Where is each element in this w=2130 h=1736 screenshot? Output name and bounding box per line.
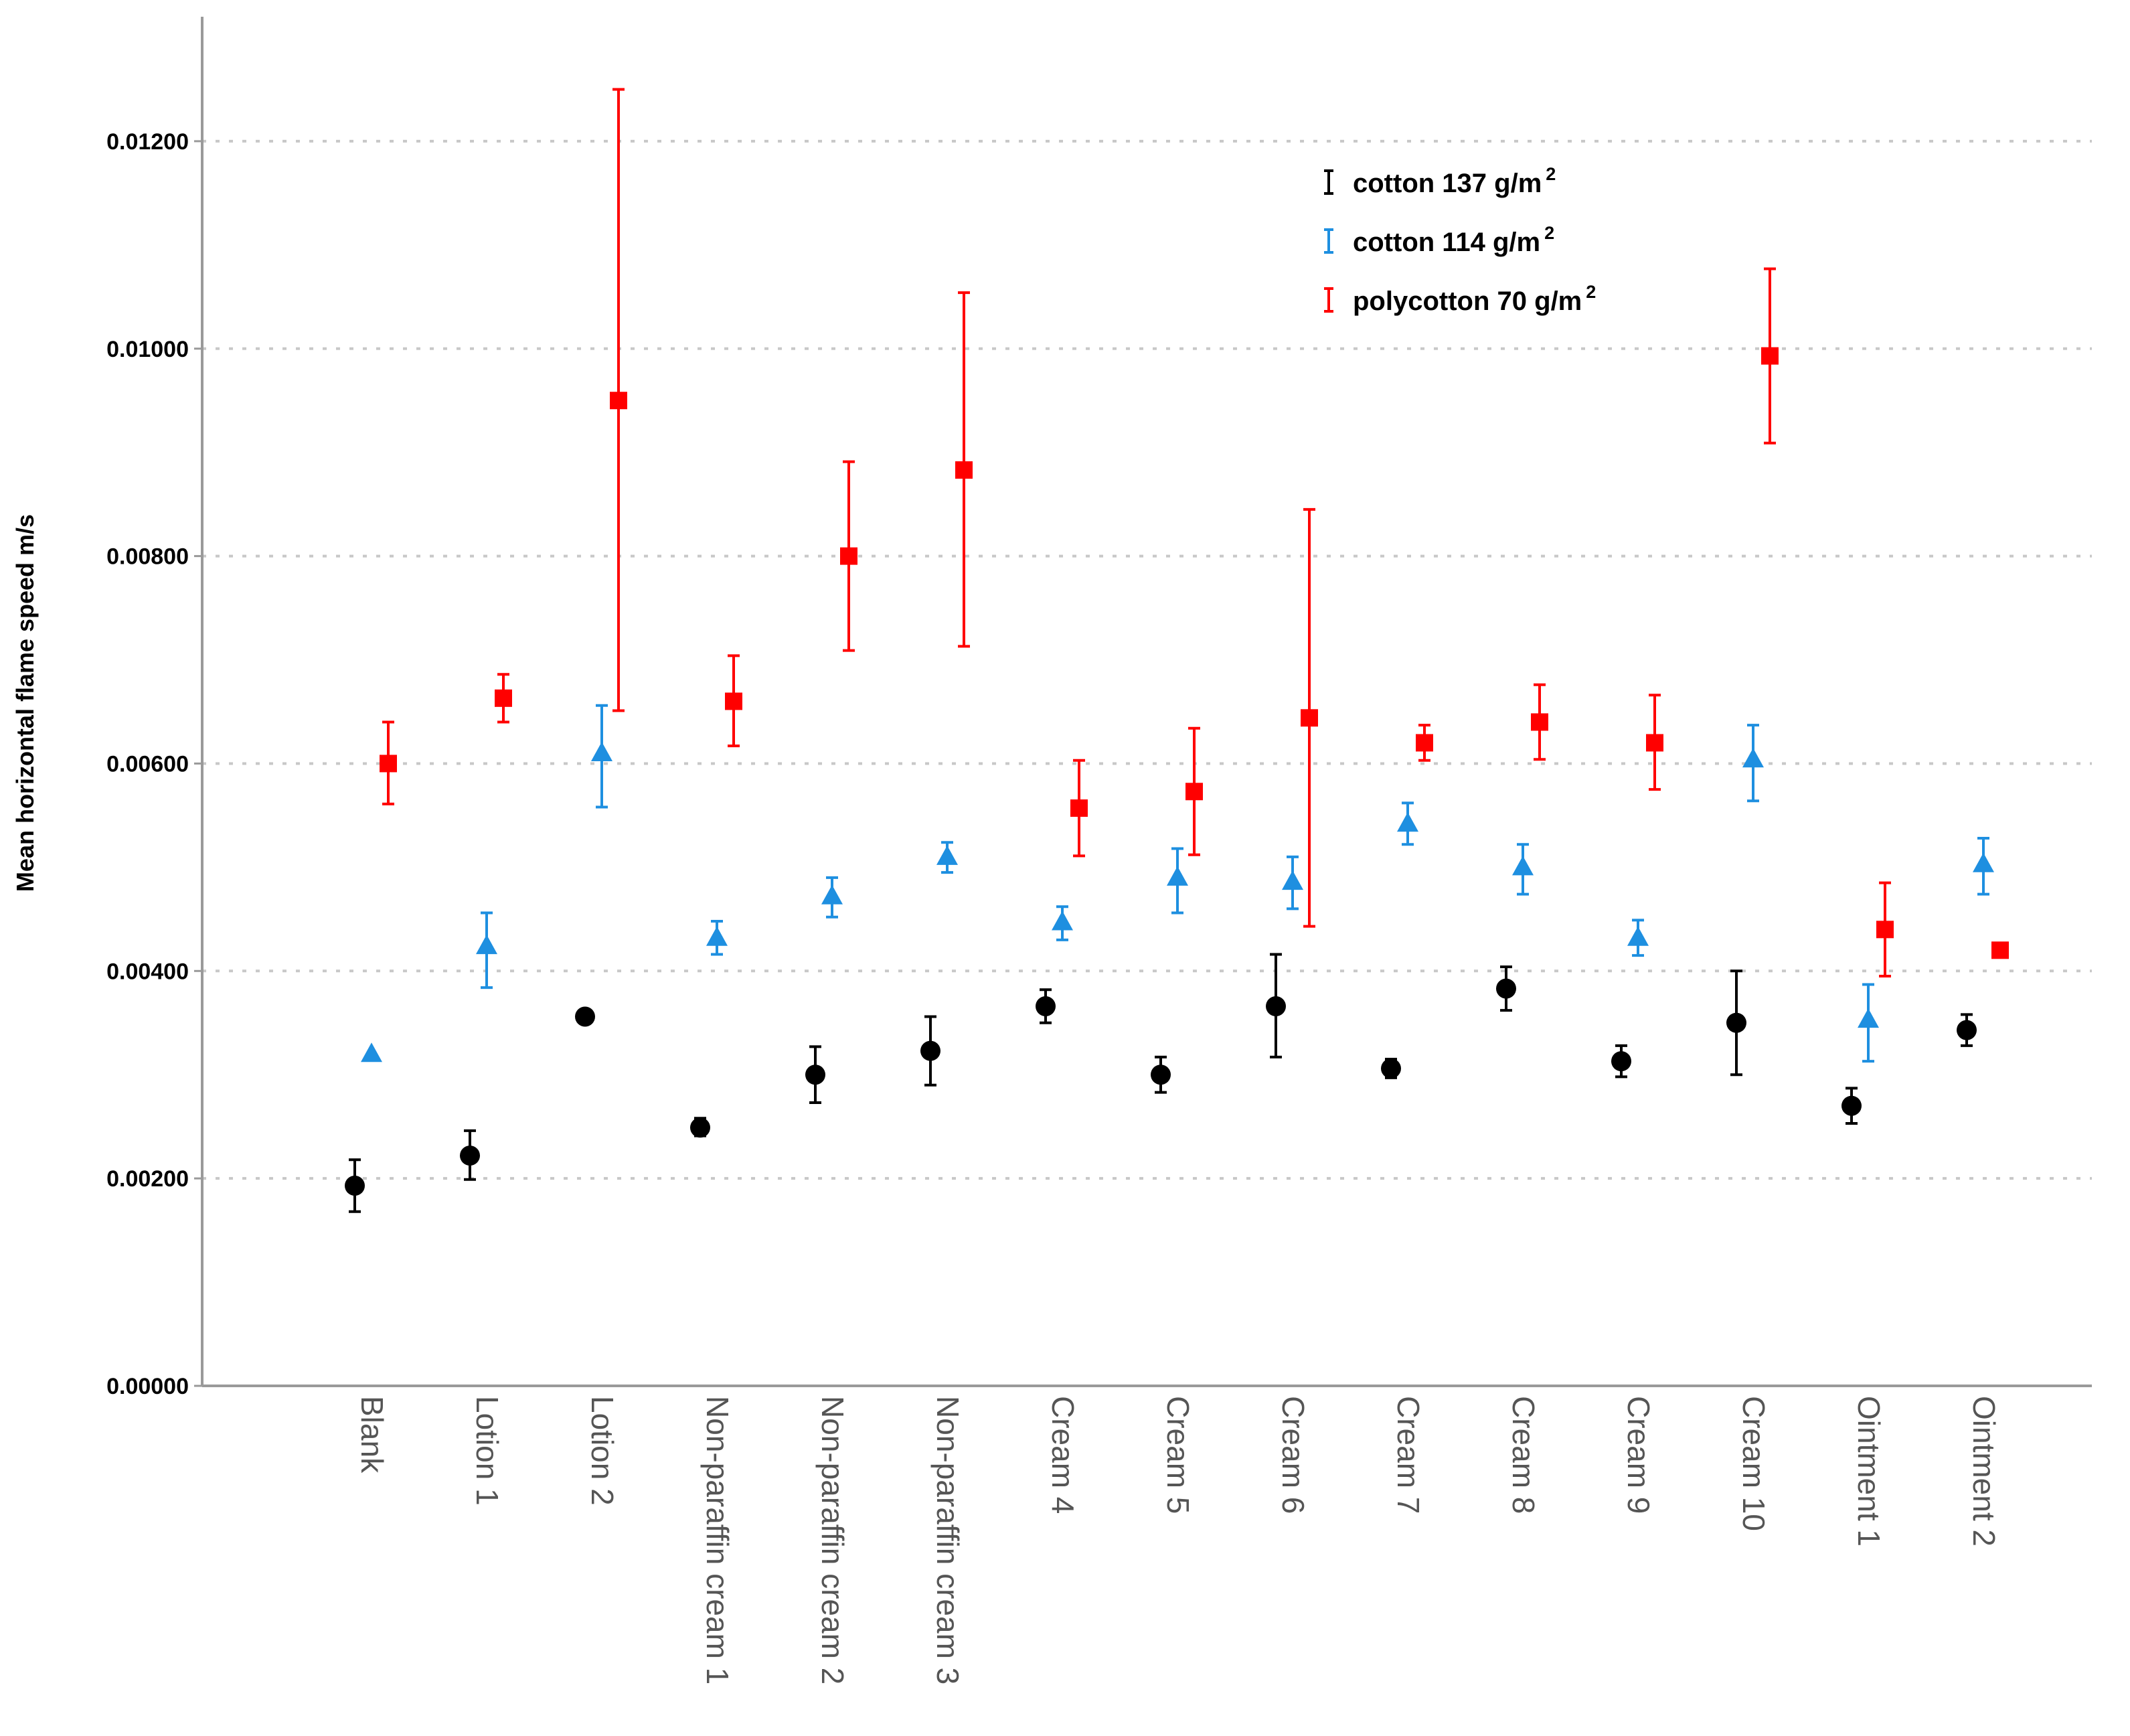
data-point: [1185, 783, 1203, 801]
x-category-label: Cream 8: [1506, 1396, 1541, 1514]
data-series: [345, 88, 2009, 1213]
x-category-label: Blank: [355, 1396, 390, 1474]
data-point: [476, 935, 497, 955]
legend-item: cotton 114 g/m 2: [1324, 223, 1554, 257]
x-category-label: Cream 10: [1736, 1396, 1771, 1531]
data-point: [706, 926, 728, 946]
legend-item: polycotton 70 g/m 2: [1324, 282, 1596, 316]
x-category-label: Non-paraffin cream 1: [700, 1396, 735, 1684]
x-category-label: Non-paraffin cream 2: [815, 1396, 850, 1684]
data-point: [1381, 1058, 1401, 1079]
x-category-labels: Blank Lotion 1 Lotion 2 Non-paraffin cream …: [355, 1396, 2001, 1684]
data-point: [345, 1175, 365, 1196]
series-triangle: [361, 704, 1994, 1063]
axes: [201, 17, 2092, 1387]
data-point: [1512, 856, 1534, 876]
x-category-label: Lotion 1: [470, 1396, 505, 1506]
gridlines: [202, 139, 2092, 1180]
data-point: [1991, 941, 2009, 959]
y-tick-label: 0.01000: [106, 337, 189, 362]
data-point: [361, 1042, 382, 1062]
data-point: [1611, 1051, 1631, 1072]
x-category-label: Cream 9: [1621, 1396, 1656, 1514]
data-point: [1957, 1020, 1977, 1040]
x-category-label: Cream 7: [1391, 1396, 1426, 1514]
data-point: [1416, 734, 1433, 752]
legend-item: cotton 137 g/m 2: [1324, 164, 1556, 198]
y-tick-label: 0.00800: [106, 544, 189, 570]
data-point: [690, 1117, 710, 1138]
data-point: [575, 1006, 595, 1027]
data-point: [920, 1040, 940, 1061]
data-point: [840, 547, 857, 565]
data-point: [1841, 1095, 1862, 1116]
y-tick-label: 0.00000: [106, 1374, 189, 1399]
y-axis-title: Mean horizontal flame speed m/s: [11, 514, 39, 892]
data-point: [1167, 866, 1188, 886]
data-point: [380, 755, 397, 773]
data-point: [1496, 978, 1516, 999]
data-point: [1531, 713, 1548, 731]
y-tick-labels: 0.00000 0.00200 0.00400 0.00600 0.00800 0.010…: [106, 129, 202, 1399]
data-point: [1761, 347, 1779, 365]
x-category-label: Ointment 1: [1852, 1396, 1886, 1547]
data-point: [1070, 799, 1088, 817]
data-point: [1052, 911, 1073, 931]
y-tick-label: 0.01200: [106, 129, 189, 155]
x-category-label: Non-paraffin cream 3: [930, 1396, 965, 1684]
y-tick-label: 0.00400: [106, 959, 189, 984]
data-point: [1876, 921, 1894, 939]
data-point: [1858, 1008, 1879, 1028]
data-point: [1397, 812, 1418, 832]
data-point: [1266, 996, 1286, 1016]
x-category-label: Ointment 2: [1967, 1396, 2001, 1547]
data-point: [936, 845, 958, 865]
data-point: [1726, 1012, 1746, 1033]
x-category-label: Cream 4: [1046, 1396, 1080, 1514]
data-point: [1742, 748, 1764, 768]
x-category-label: Cream 6: [1276, 1396, 1311, 1514]
data-point: [495, 689, 512, 707]
data-point: [1036, 996, 1056, 1016]
data-point: [805, 1064, 825, 1085]
x-category-label: Lotion 2: [585, 1396, 620, 1506]
data-point: [460, 1146, 480, 1166]
data-point: [1301, 709, 1318, 727]
data-point: [1973, 852, 1994, 872]
legend-label: cotton 137 g/m 2: [1353, 164, 1556, 198]
data-point: [955, 461, 973, 479]
legend: cotton 137 g/m 2 cotton 114 g/m 2 polycotton…: [1324, 164, 1596, 316]
legend-label: polycotton 70 g/m 2: [1353, 282, 1596, 316]
y-tick-label: 0.00200: [106, 1166, 189, 1192]
data-point: [1627, 926, 1649, 946]
data-point: [591, 741, 612, 761]
data-point: [1282, 870, 1303, 890]
y-tick-label: 0.00600: [106, 751, 189, 777]
series-circle: [345, 953, 1977, 1213]
data-point: [1151, 1064, 1171, 1085]
data-point: [1646, 734, 1663, 752]
series-square: [380, 88, 2009, 978]
legend-label: cotton 114 g/m 2: [1353, 223, 1554, 257]
x-category-label: Cream 5: [1161, 1396, 1196, 1514]
data-point: [725, 692, 742, 710]
data-point: [821, 884, 843, 904]
data-point: [610, 392, 627, 410]
